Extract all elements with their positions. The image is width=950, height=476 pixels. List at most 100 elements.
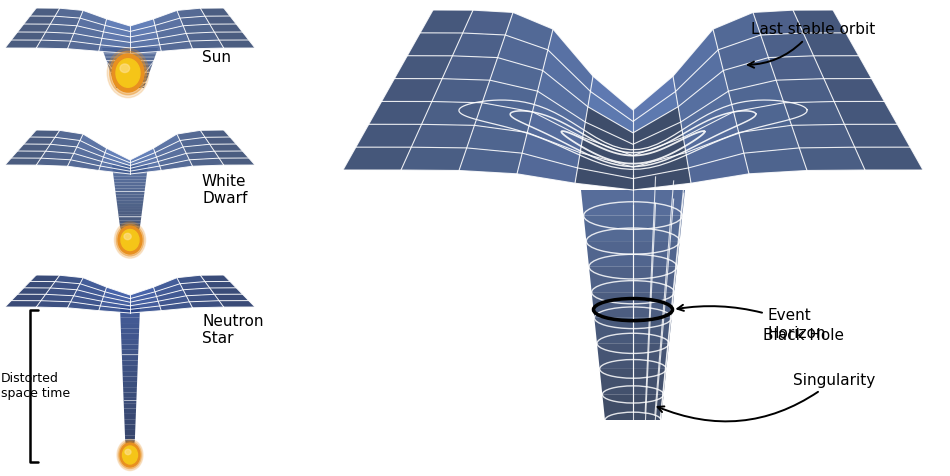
Polygon shape (633, 153, 689, 178)
Polygon shape (119, 221, 141, 224)
Polygon shape (102, 48, 158, 50)
Polygon shape (120, 224, 141, 227)
Polygon shape (580, 138, 633, 167)
Polygon shape (675, 50, 723, 107)
Text: Black Hole: Black Hole (763, 327, 844, 343)
Polygon shape (121, 235, 139, 238)
Polygon shape (121, 312, 140, 317)
Polygon shape (591, 76, 633, 121)
Polygon shape (124, 430, 135, 435)
Polygon shape (102, 32, 130, 42)
Polygon shape (498, 35, 548, 70)
Polygon shape (753, 10, 804, 35)
Polygon shape (124, 398, 137, 403)
Polygon shape (70, 153, 102, 166)
Polygon shape (130, 166, 162, 174)
Polygon shape (113, 174, 147, 177)
Polygon shape (110, 71, 150, 73)
Polygon shape (125, 435, 135, 441)
Polygon shape (123, 366, 138, 371)
Polygon shape (160, 160, 193, 170)
Polygon shape (103, 51, 157, 52)
Polygon shape (411, 124, 474, 148)
Polygon shape (183, 288, 215, 296)
Polygon shape (55, 8, 84, 18)
Polygon shape (70, 296, 102, 306)
Polygon shape (186, 32, 219, 41)
Polygon shape (120, 227, 140, 229)
Polygon shape (130, 292, 157, 302)
Polygon shape (99, 306, 130, 313)
Polygon shape (41, 151, 74, 160)
Polygon shape (189, 301, 224, 308)
Polygon shape (189, 158, 224, 166)
Polygon shape (24, 137, 55, 144)
Ellipse shape (118, 226, 142, 254)
Polygon shape (633, 91, 678, 133)
Polygon shape (116, 87, 144, 88)
Polygon shape (769, 56, 824, 80)
Polygon shape (602, 395, 664, 420)
Polygon shape (121, 323, 140, 328)
Polygon shape (123, 382, 137, 387)
Polygon shape (77, 140, 105, 157)
Polygon shape (681, 91, 733, 138)
Polygon shape (124, 403, 136, 408)
Polygon shape (125, 441, 135, 446)
Ellipse shape (112, 54, 144, 92)
Polygon shape (101, 301, 130, 309)
Polygon shape (125, 456, 134, 462)
Polygon shape (77, 18, 105, 32)
Polygon shape (595, 318, 672, 343)
Polygon shape (113, 79, 147, 81)
Polygon shape (505, 12, 553, 50)
Polygon shape (109, 69, 151, 70)
Text: Last stable orbit: Last stable orbit (748, 22, 875, 68)
Polygon shape (592, 292, 674, 318)
Polygon shape (115, 191, 144, 194)
Polygon shape (67, 160, 101, 170)
Polygon shape (548, 29, 593, 91)
Polygon shape (689, 153, 749, 183)
Ellipse shape (120, 443, 140, 467)
Polygon shape (114, 183, 145, 186)
Polygon shape (114, 81, 146, 82)
Polygon shape (122, 360, 138, 366)
Polygon shape (219, 158, 255, 165)
Polygon shape (119, 218, 142, 221)
Polygon shape (205, 281, 237, 288)
Polygon shape (80, 278, 106, 292)
Polygon shape (105, 59, 154, 60)
Polygon shape (160, 41, 193, 51)
Polygon shape (122, 345, 139, 350)
Polygon shape (154, 10, 180, 25)
Text: White
Dwarf: White Dwarf (202, 174, 247, 206)
Polygon shape (154, 278, 180, 292)
Polygon shape (124, 419, 136, 425)
Polygon shape (130, 287, 155, 298)
Text: Sun: Sun (202, 50, 231, 66)
Polygon shape (11, 294, 46, 301)
Ellipse shape (116, 224, 143, 256)
Polygon shape (219, 301, 255, 307)
Polygon shape (855, 147, 923, 170)
Polygon shape (102, 157, 130, 169)
Text: Singularity: Singularity (657, 373, 875, 421)
Polygon shape (155, 284, 183, 297)
Polygon shape (791, 124, 855, 148)
Polygon shape (122, 339, 139, 345)
Polygon shape (30, 8, 60, 16)
Polygon shape (761, 33, 813, 58)
Ellipse shape (121, 229, 139, 250)
Polygon shape (116, 194, 144, 197)
Polygon shape (713, 12, 761, 50)
Polygon shape (483, 80, 538, 112)
Polygon shape (123, 371, 138, 377)
Polygon shape (459, 148, 522, 174)
Polygon shape (113, 171, 147, 174)
Polygon shape (683, 112, 739, 153)
Polygon shape (103, 50, 158, 51)
Polygon shape (121, 229, 140, 232)
Polygon shape (46, 288, 77, 296)
Polygon shape (17, 24, 50, 32)
